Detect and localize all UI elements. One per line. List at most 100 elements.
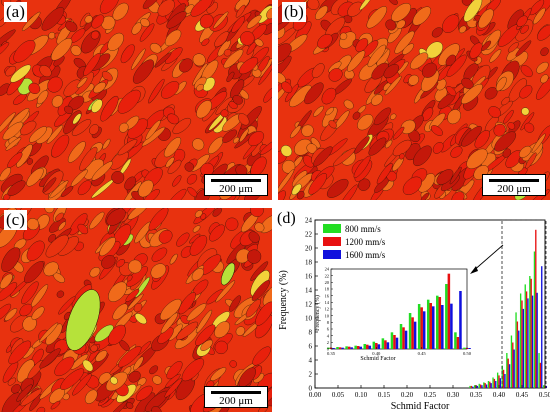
grain [237, 113, 250, 126]
y-tick-label: 14 [305, 287, 313, 295]
grain [117, 139, 138, 156]
inset-y-tick-label: 14 [325, 300, 330, 305]
grain [201, 38, 210, 46]
grain [281, 81, 293, 94]
grain [339, 184, 358, 200]
grain [89, 267, 101, 278]
large-grain [220, 262, 236, 286]
y-tick-label: 22 [305, 231, 313, 239]
grain [177, 0, 190, 7]
grain [469, 42, 483, 59]
grain [196, 83, 205, 92]
grain [133, 356, 144, 371]
grain [184, 162, 195, 172]
grain [90, 344, 98, 353]
grain [91, 99, 103, 113]
inset-bar [454, 332, 457, 349]
bar [502, 369, 505, 388]
inset-bar [386, 342, 390, 349]
grain [108, 324, 126, 346]
grain [367, 44, 387, 68]
grain [26, 167, 44, 187]
grain [388, 0, 398, 5]
inset-bar [447, 273, 451, 349]
grain [507, 122, 516, 130]
grain [278, 43, 292, 63]
bar [524, 284, 526, 388]
grain [371, 94, 383, 106]
bar [513, 349, 515, 388]
bar [515, 312, 517, 388]
grain [516, 15, 528, 27]
grain [325, 107, 335, 116]
inset-bar [381, 338, 385, 349]
grain [346, 50, 366, 72]
inset-y-tick-label: 6 [327, 327, 330, 332]
grain [166, 360, 183, 380]
grain [489, 49, 502, 63]
grain [0, 303, 12, 322]
grain [191, 268, 204, 281]
grain [10, 64, 32, 83]
legend-label: 800 mm/s [345, 224, 381, 234]
zoom-arrow-head [470, 266, 478, 274]
grain [151, 247, 168, 262]
inset-y-tick-label: 18 [325, 287, 330, 292]
scale-line-a [211, 179, 261, 182]
grain [392, 126, 405, 140]
grain [83, 53, 101, 76]
x-axis-label: Schmid Factor [391, 401, 450, 412]
grain [44, 208, 55, 214]
grain [495, 76, 507, 92]
chart-legend: 800 mm/s 1200 mm/s 1600 mm/s [323, 224, 386, 260]
grain [176, 232, 190, 247]
bar [538, 353, 540, 388]
grain [311, 63, 325, 79]
inset-bar [413, 321, 417, 349]
grain [0, 83, 11, 96]
grain [291, 183, 302, 196]
grain [148, 78, 165, 104]
grain [39, 348, 61, 369]
grain [294, 138, 312, 156]
grain [420, 192, 430, 200]
grain [99, 0, 120, 14]
inset-bar [368, 345, 372, 349]
inset-bar [417, 304, 421, 349]
grain [125, 288, 140, 302]
grain [60, 368, 85, 390]
chart-panel-label: (d) [277, 210, 296, 227]
grain [1, 247, 21, 272]
grain [72, 373, 92, 396]
inset-x-tick-label: 0.40 [372, 351, 381, 356]
inset-y-tick-label: 22 [325, 273, 329, 278]
grain [222, 129, 238, 143]
grain [65, 20, 78, 32]
grain [120, 44, 135, 64]
grain [520, 65, 533, 78]
grain [430, 125, 443, 136]
grain [213, 11, 229, 29]
grain [148, 208, 169, 231]
grain [208, 136, 224, 155]
grain [195, 309, 213, 334]
x-tick-label: 0.40 [493, 391, 506, 399]
main-bars-group [469, 229, 548, 388]
grain [521, 107, 530, 116]
schmid-factor-chart: 0.00 0.05 0.10 0.15 0.20 0.25 0.30 0.35 0.40 0.45… [275, 205, 550, 412]
inset-y-tick-label: 2 [327, 340, 329, 345]
grain [209, 224, 225, 242]
grain [449, 166, 462, 185]
grain [50, 37, 73, 61]
grain [54, 356, 75, 377]
grain [354, 136, 370, 154]
grain [481, 40, 492, 52]
grain [214, 340, 228, 355]
grain [392, 139, 412, 157]
inset-y-tick-label: 0 [327, 347, 330, 352]
grain [226, 71, 235, 83]
grain [195, 324, 216, 346]
inset-bar [356, 346, 360, 349]
bar [504, 374, 506, 388]
grain [20, 120, 37, 136]
